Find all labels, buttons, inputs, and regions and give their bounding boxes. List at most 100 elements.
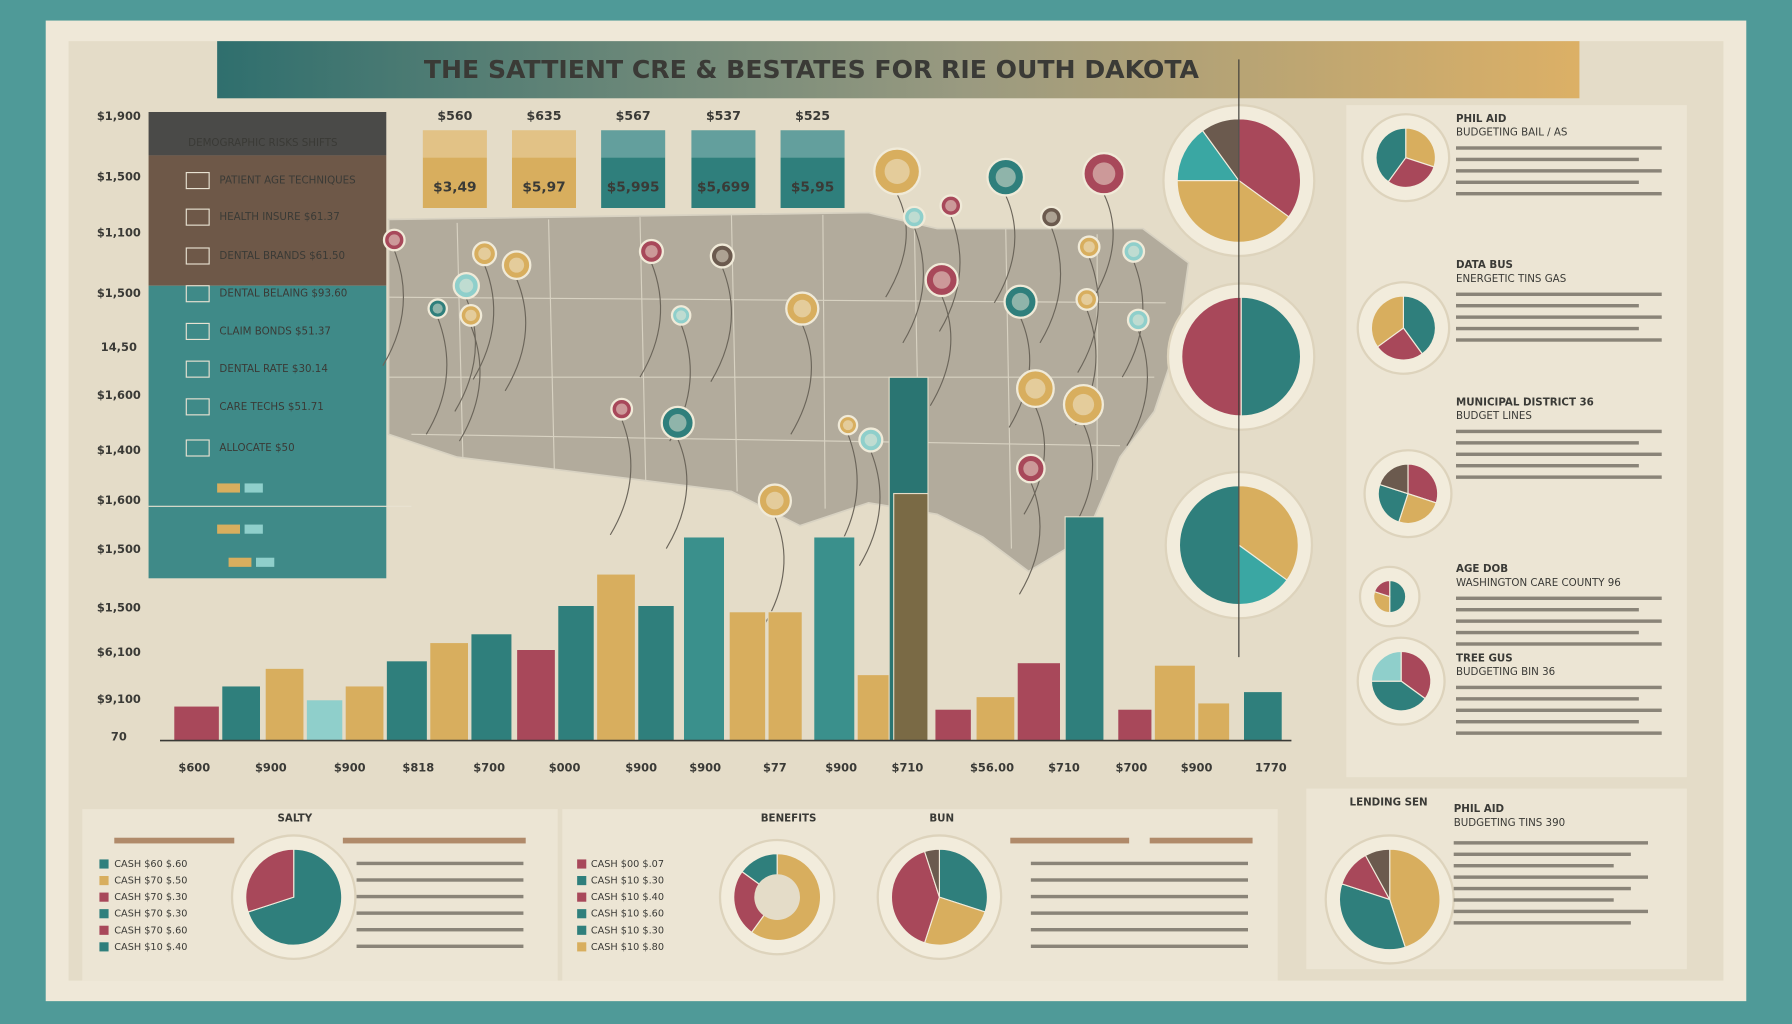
x-axis-label: $818 xyxy=(402,761,434,775)
pin-core xyxy=(1092,162,1116,186)
card-value: $5,699 xyxy=(697,179,750,195)
note-title: DATA BUS xyxy=(1456,259,1513,271)
pin-core xyxy=(676,310,687,321)
text-line xyxy=(1030,944,1248,948)
legend-swatch xyxy=(185,439,210,457)
y-axis-label: 14,50 xyxy=(101,340,137,354)
text-line xyxy=(1453,864,1614,868)
row-swatch xyxy=(577,892,587,902)
pin-core xyxy=(432,303,443,314)
x-axis-label: $700 xyxy=(473,761,505,775)
text-line xyxy=(356,911,524,915)
header-rule xyxy=(114,837,235,844)
text-line xyxy=(1030,861,1248,866)
pin-core xyxy=(716,249,729,263)
bar xyxy=(470,633,513,742)
title: THE SATTIENT CRE & BESTATES FOR RIE OUTH… xyxy=(424,55,1200,84)
pie-slice xyxy=(1405,127,1436,168)
row-text: CASH $00 $.07 xyxy=(591,859,664,870)
header-rule xyxy=(342,837,526,844)
pie-slice xyxy=(1389,579,1407,614)
note-subtitle: BUDGETING BIN 36 xyxy=(1456,666,1555,678)
text-line xyxy=(1453,841,1648,845)
bar xyxy=(305,699,344,742)
y-axis-label: 70 xyxy=(111,730,127,744)
bottom-title: SALTY xyxy=(278,812,313,824)
x-axis-label: $600 xyxy=(178,761,210,775)
pin-core xyxy=(793,299,812,318)
row-swatch xyxy=(99,925,109,935)
pie-slice xyxy=(1370,295,1404,348)
card-top xyxy=(780,130,845,158)
pie-slice xyxy=(1377,483,1409,523)
x-axis-label: $900 xyxy=(1181,761,1213,775)
text-line xyxy=(1456,720,1639,724)
row-text: CASH $70 $.60 xyxy=(114,925,187,936)
bar xyxy=(934,708,972,742)
legend-swatch xyxy=(185,398,210,416)
pie-slice xyxy=(923,896,986,946)
card xyxy=(691,130,756,208)
y-axis-label: $1,400 xyxy=(97,443,141,457)
text-line xyxy=(1030,928,1248,932)
text-line xyxy=(1456,452,1662,456)
text-line xyxy=(1456,315,1662,319)
legend-swatch xyxy=(185,208,210,226)
pin-core xyxy=(1128,245,1140,258)
legend-item: CARE TECHS $51.71 xyxy=(219,401,323,413)
pin-core xyxy=(842,420,854,431)
x-axis-label: $77 xyxy=(763,761,787,775)
map-pins xyxy=(382,147,1150,627)
x-axis-label: $56.00 xyxy=(970,761,1014,775)
donut-hole xyxy=(754,874,800,920)
pin-core xyxy=(1132,314,1144,326)
card-value: $5,97 xyxy=(522,179,565,195)
text-line xyxy=(1030,878,1248,882)
bar xyxy=(637,604,675,742)
text-line xyxy=(1453,886,1631,891)
pie-slice xyxy=(1407,463,1439,504)
row-swatch xyxy=(577,942,587,952)
y-axis-label: $1,600 xyxy=(97,493,141,507)
pie-slice xyxy=(1375,127,1407,183)
card-value: $5,995 xyxy=(607,179,660,195)
pin-core xyxy=(1025,378,1046,399)
bar xyxy=(767,611,803,742)
card-value: $5,95 xyxy=(791,179,834,195)
legend-bar xyxy=(244,524,263,534)
card-head: $635 xyxy=(527,108,562,123)
pin-line xyxy=(665,438,688,549)
y-axis-label: $1,500 xyxy=(97,286,141,300)
text-line xyxy=(1453,852,1631,856)
bar xyxy=(1117,708,1153,742)
pie-slice xyxy=(1370,650,1402,682)
text-line xyxy=(1456,630,1639,635)
bottom-title: LENDING SEN xyxy=(1350,796,1428,808)
pin-line xyxy=(929,295,952,407)
bar xyxy=(264,667,305,742)
y-axis-label: $9,100 xyxy=(97,692,141,706)
pie-slice xyxy=(1387,157,1435,188)
pie-slice xyxy=(1373,590,1391,614)
x-axis-label: $900 xyxy=(689,761,721,775)
pin-core xyxy=(1023,461,1039,477)
pin-core xyxy=(1011,292,1030,311)
pin-line xyxy=(885,194,907,298)
pin-line xyxy=(639,262,662,378)
bar xyxy=(385,660,428,742)
row-swatch xyxy=(577,876,587,886)
bar xyxy=(1197,702,1231,742)
pin-line xyxy=(790,324,812,435)
note-subtitle: BUDGET LINES xyxy=(1456,410,1532,422)
pie-slice xyxy=(923,848,940,898)
text-line xyxy=(1456,338,1662,342)
bar xyxy=(429,641,470,742)
text-line xyxy=(1030,911,1248,915)
pin-line xyxy=(902,227,924,344)
legend-item: PATIENT AGE TECHNIQUES xyxy=(219,175,355,187)
x-axis-label: $710 xyxy=(892,761,924,775)
text-line xyxy=(356,928,524,932)
row-text: CASH $70 $.30 xyxy=(114,909,187,920)
